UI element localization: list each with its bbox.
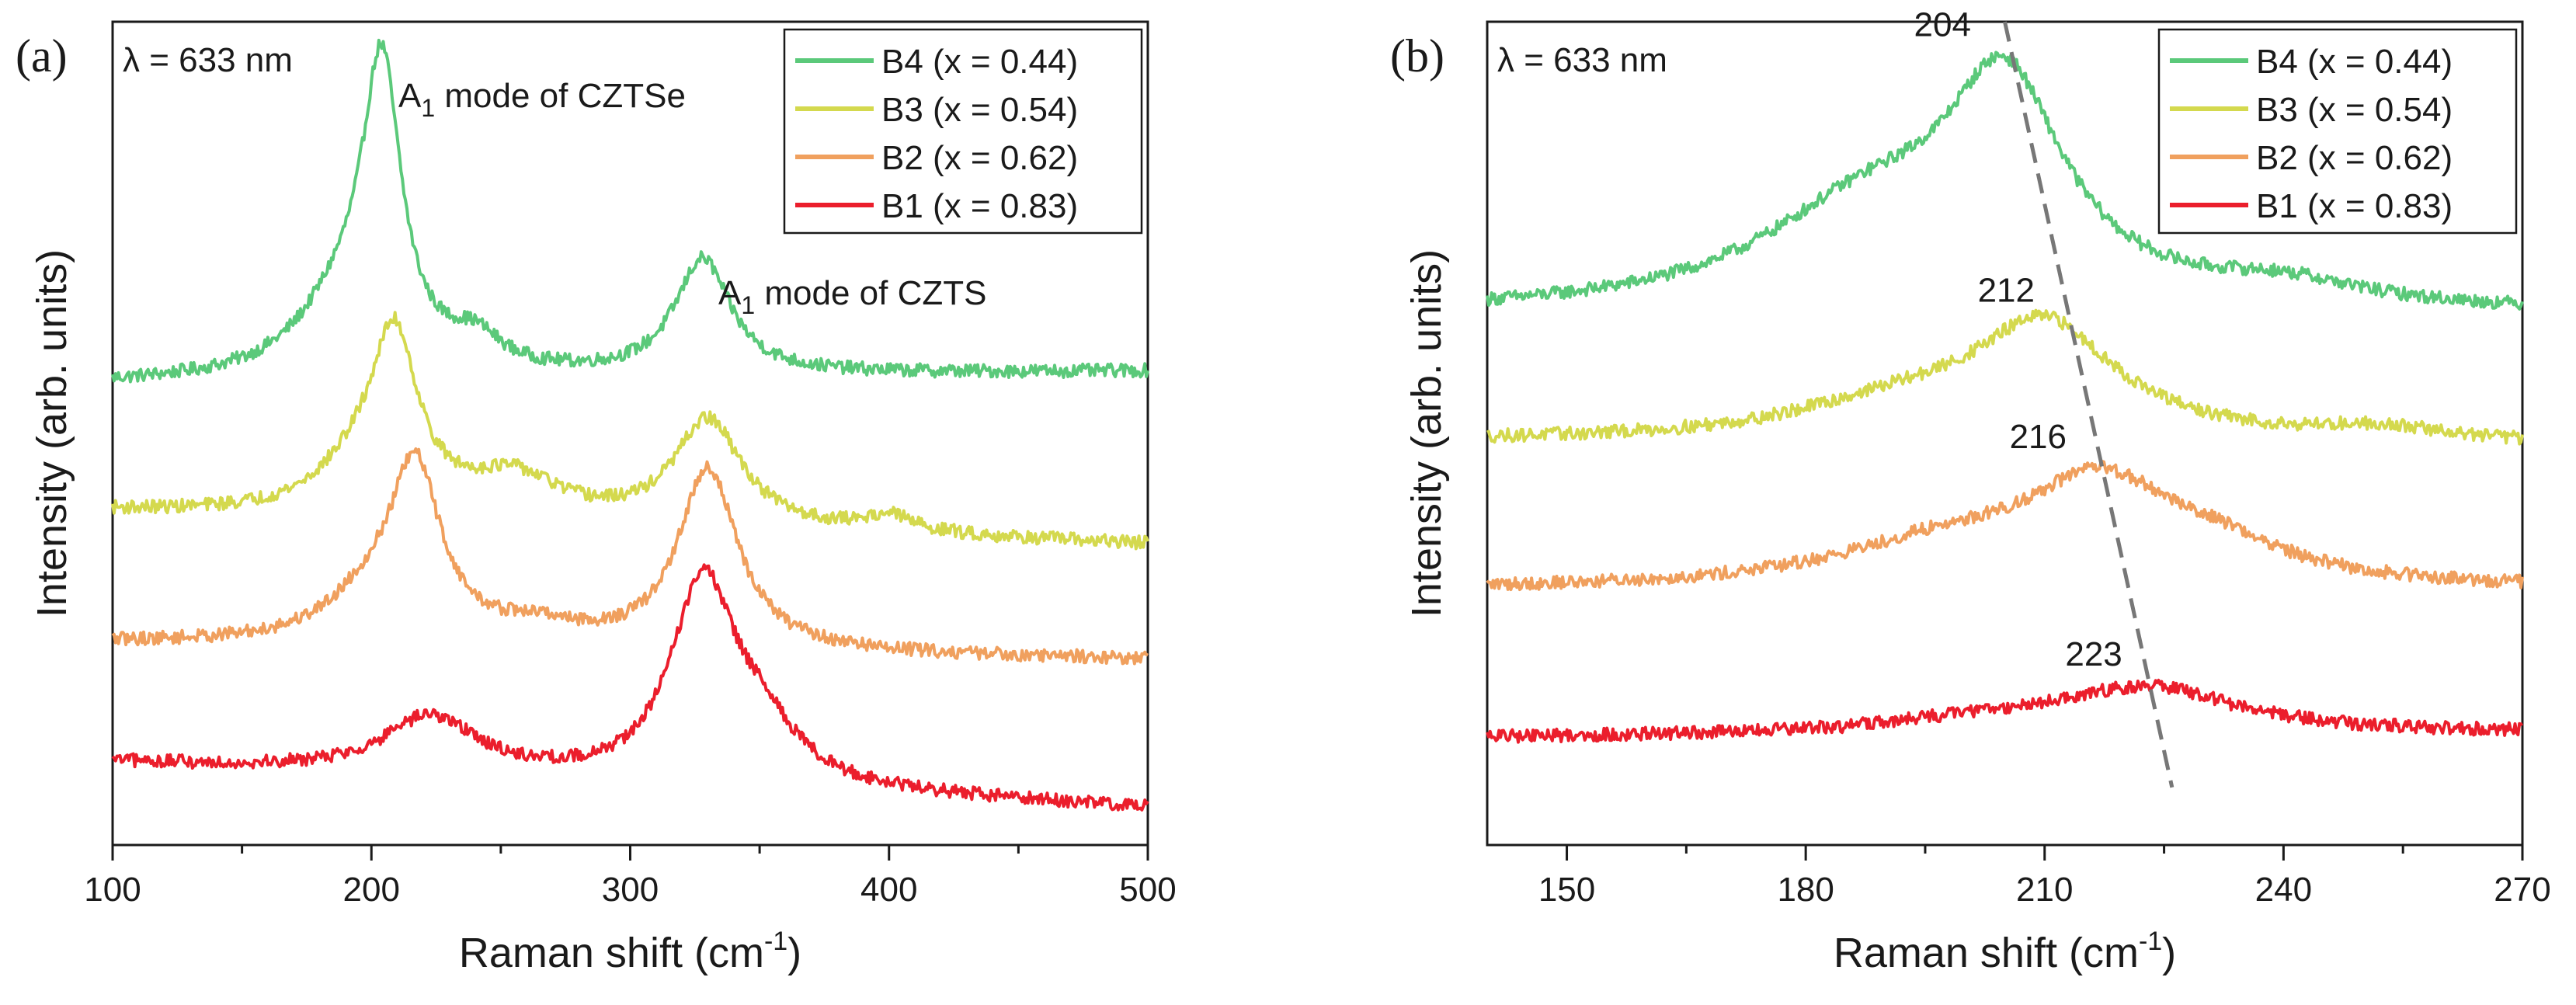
peak-label: 204: [1914, 5, 1971, 43]
mode-annotation-text: mode of CZTSe: [435, 77, 686, 115]
legend: B4 (x = 0.44) B3 (x = 0.54) B2 (x = 0.62) B…: [2157, 28, 2518, 235]
wavelength-label: λ = 633 nm: [1497, 41, 1667, 79]
legend-entry: B4 (x = 0.44): [881, 43, 1078, 81]
x-tick-label: 150: [1538, 871, 1595, 909]
series-line-b1: [111, 563, 1149, 812]
panel-a: 100 200 300 400 500 Raman shift (cm-1) Intensi…: [16, 20, 1177, 976]
legend-entry: B1 (x = 0.83): [881, 187, 1078, 225]
peak-label: 223: [2065, 635, 2122, 673]
series-line-b2: [1486, 460, 2524, 592]
mode-annotation-sub: 1: [741, 291, 755, 319]
legend-entry: B1 (x = 0.83): [2256, 187, 2453, 225]
peak-shift-trend-line: [2003, 21, 2174, 788]
series-line-b1: [1486, 678, 2524, 744]
x-axis-label-end: ): [787, 930, 801, 976]
series-line-b4: [111, 38, 1149, 384]
legend: B4 (x = 0.44) B3 (x = 0.54) B2 (x = 0.62) B…: [783, 28, 1143, 235]
x-tick-label: 500: [1119, 871, 1176, 909]
x-axis-label-superscript: -1: [764, 927, 787, 956]
legend-entry: B3 (x = 0.54): [2256, 91, 2453, 129]
x-axis-label: Raman shift (cm-1): [459, 927, 801, 976]
legend-entry: B3 (x = 0.54): [881, 91, 1078, 129]
mode-annotation-a: A: [718, 274, 742, 312]
x-tick-label: 300: [602, 871, 659, 909]
x-tick-label: 240: [2255, 871, 2312, 909]
y-axis-label: Intensity (arb. units): [1403, 249, 1450, 617]
x-axis-label-superscript: -1: [2139, 927, 2162, 956]
panel-label: (a): [16, 30, 68, 82]
peak-label: 216: [2010, 418, 2067, 456]
x-axis-label-main: Raman shift (cm: [459, 930, 764, 976]
x-tick-label: 100: [84, 871, 141, 909]
mode-annotation-text: mode of CZTS: [755, 274, 986, 312]
panel-label: (b): [1390, 30, 1444, 82]
x-tick-label: 180: [1777, 871, 1834, 909]
x-tick-label: 210: [2016, 871, 2073, 909]
mode-annotation-sub: 1: [421, 94, 435, 122]
x-tick-label: 400: [860, 871, 917, 909]
y-axis-label: Intensity (arb. units): [29, 249, 75, 617]
series-line-b3: [111, 311, 1149, 551]
legend-box: [783, 28, 1143, 235]
mode-annotation: A1 mode of CZTSe: [398, 77, 686, 122]
x-axis-label-end: ): [2162, 930, 2176, 976]
series-line-b2: [111, 447, 1149, 666]
series-line-b4: [1486, 50, 2524, 311]
x-axis-label-main: Raman shift (cm: [1834, 930, 2139, 976]
legend-entry: B4 (x = 0.44): [2256, 43, 2453, 81]
x-tick-label: 200: [343, 871, 400, 909]
legend-entry: B2 (x = 0.62): [881, 139, 1078, 177]
mode-annotation-a: A: [398, 77, 422, 115]
panel-b: 150 180 210 240 270 Raman shift (cm-1) Intensi…: [1390, 5, 2551, 976]
x-axis-label: Raman shift (cm-1): [1834, 927, 2176, 976]
legend-box: [2157, 28, 2518, 235]
legend-entry: B2 (x = 0.62): [2256, 139, 2453, 177]
wavelength-label: λ = 633 nm: [123, 41, 293, 79]
x-tick-label: 270: [2494, 871, 2550, 909]
series-line-b3: [1486, 308, 2524, 446]
peak-label: 212: [1978, 271, 2035, 309]
mode-annotation: A1 mode of CZTS: [718, 274, 986, 319]
